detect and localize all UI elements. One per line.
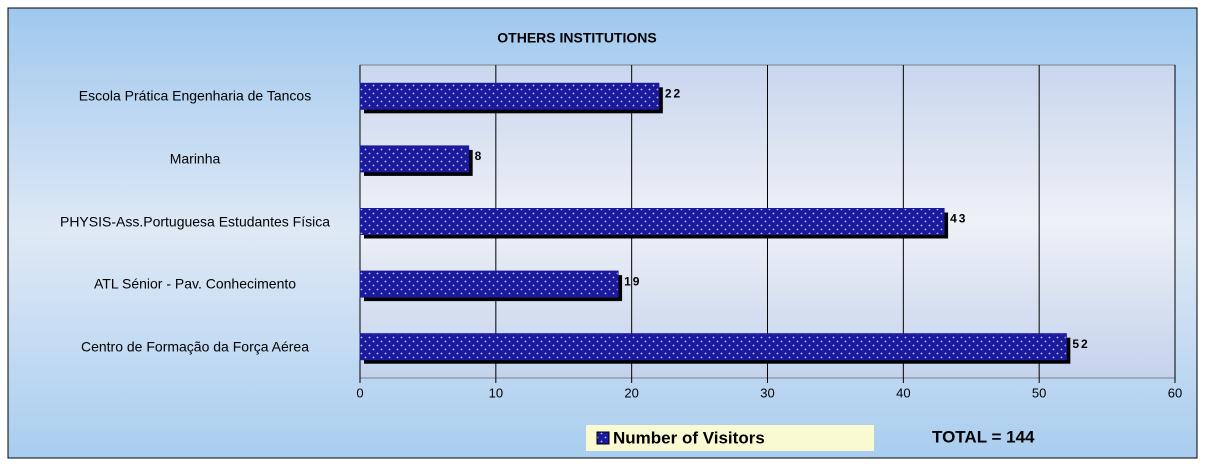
chart-title: OTHERS INSTITUTIONS (497, 30, 656, 46)
bar (359, 82, 660, 110)
x-tick-label: 60 (1168, 385, 1182, 400)
y-tick-label: Marinha (169, 150, 221, 167)
y-tick-label: PHYSIS-Ass.Portuguesa Estudantes Física (59, 213, 330, 229)
annotation: TOTAL = 144 (932, 427, 1035, 446)
bar (359, 145, 470, 173)
legend-label: Number of Visitors (613, 428, 765, 447)
x-tick-label: 0 (356, 385, 363, 400)
data-label: 19 (624, 274, 641, 288)
data-label: 52 (1072, 337, 1089, 351)
bar (359, 270, 619, 298)
data-label: 43 (950, 212, 967, 226)
x-tick-label: 40 (896, 385, 910, 400)
bar (359, 208, 945, 235)
y-tick-label: Centro de Formação da Força Aérea (80, 338, 309, 355)
x-tick-label: 50 (1032, 385, 1046, 400)
x-tick-label: 20 (624, 385, 638, 400)
y-tick-label: ATL Sénior - Pav. Conhecimento (93, 275, 297, 292)
y-tick-label: Escola Prática Engenharia de Tancos (78, 87, 312, 104)
x-tick-label: 30 (760, 385, 774, 400)
legend-box (586, 425, 874, 451)
legend-marker (596, 431, 610, 445)
bar (359, 333, 1067, 361)
data-label: 22 (665, 86, 682, 100)
x-tick-label: 10 (489, 385, 503, 400)
data-label: 8 (475, 149, 484, 163)
